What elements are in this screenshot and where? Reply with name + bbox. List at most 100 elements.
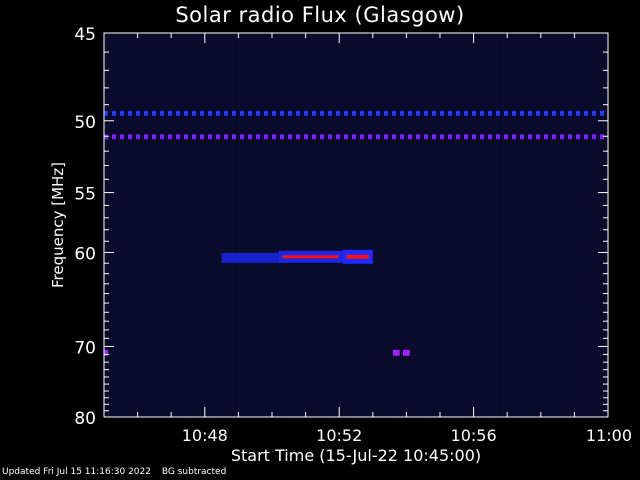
emission-line-segment — [392, 110, 396, 116]
emission-line-segment — [320, 110, 324, 116]
noise-stripe — [575, 33, 576, 417]
emission-line-segment — [232, 110, 236, 116]
emission-line-segment — [552, 110, 556, 116]
emission-line-segment — [216, 134, 220, 140]
noise-stripe — [311, 33, 312, 417]
noise-stripe — [395, 33, 396, 417]
emission-line-segment — [168, 134, 172, 140]
emission-line-segment — [120, 134, 124, 140]
emission-line-segment — [248, 134, 252, 140]
noise-stripe — [323, 33, 324, 417]
emission-line-segment — [504, 134, 508, 140]
emission-line-segment — [208, 110, 212, 116]
emission-line-segment — [312, 134, 316, 140]
noise-stripe — [509, 33, 510, 417]
noise-stripe — [317, 33, 318, 417]
x-tick-label: 10:56 — [451, 426, 497, 445]
noise-stripe — [215, 33, 216, 417]
emission-spot — [393, 349, 400, 356]
emission-line-segment — [280, 110, 284, 116]
emission-line-segment — [592, 134, 596, 140]
emission-line-segment — [152, 110, 156, 116]
emission-line-segment — [560, 134, 564, 140]
emission-line-segment — [584, 110, 588, 116]
burst-core — [282, 255, 339, 259]
updated-timestamp: Updated Fri Jul 15 11:16:30 2022 — [2, 467, 151, 477]
noise-stripe — [347, 33, 348, 417]
emission-line-segment — [128, 134, 132, 140]
noise-stripe — [341, 33, 342, 417]
emission-line-segment — [424, 110, 428, 116]
noise-stripe — [413, 33, 414, 417]
emission-line-segment — [192, 110, 196, 116]
plot-area — [104, 33, 608, 417]
emission-line-segment — [120, 110, 124, 116]
noise-stripe — [167, 33, 168, 417]
noise-stripe — [305, 33, 306, 417]
emission-line-segment — [328, 134, 332, 140]
emission-line-segment — [408, 134, 412, 140]
noise-stripe — [569, 33, 570, 417]
noise-stripe — [377, 33, 378, 417]
emission-line-segment — [144, 134, 148, 140]
noise-stripe — [383, 33, 384, 417]
emission-line-segment — [400, 134, 404, 140]
emission-line-segment — [184, 110, 188, 116]
noise-stripe — [251, 33, 252, 417]
noise-stripe — [155, 33, 156, 417]
emission-line-segment — [448, 110, 452, 116]
emission-line-segment — [536, 134, 540, 140]
emission-line-segment — [240, 110, 244, 116]
emission-line-segment — [576, 110, 580, 116]
noise-stripe — [329, 33, 330, 417]
emission-line-segment — [288, 134, 292, 140]
emission-line-segment — [520, 134, 524, 140]
emission-line-segment — [264, 134, 268, 140]
emission-line-segment — [152, 134, 156, 140]
noise-stripe — [137, 33, 138, 417]
emission-spot — [403, 349, 410, 356]
plot-frame — [103, 32, 609, 418]
emission-line-segment — [176, 134, 180, 140]
y-axis-label: Frequency [MHz] — [49, 162, 67, 288]
noise-stripe — [227, 33, 228, 417]
emission-line-segment — [200, 110, 204, 116]
emission-line-segment — [352, 134, 356, 140]
noise-stripe — [203, 33, 204, 417]
emission-line-segment — [368, 134, 372, 140]
noise-stripe — [527, 33, 528, 417]
emission-line-segment — [336, 110, 340, 116]
emission-line-segment — [552, 134, 556, 140]
noise-stripe — [563, 33, 564, 417]
noise-stripe — [605, 33, 606, 417]
noise-stripe — [503, 33, 504, 417]
noise-stripe — [245, 33, 246, 417]
emission-line-segment — [568, 134, 572, 140]
emission-line-segment — [296, 134, 300, 140]
emission-line-segment — [384, 134, 388, 140]
emission-line-segment — [328, 110, 332, 116]
noise-stripe — [407, 33, 408, 417]
emission-line-segment — [584, 134, 588, 140]
y-tick-label: 45 — [74, 25, 96, 45]
noise-stripe — [143, 33, 144, 417]
y-tick-label: 60 — [74, 244, 96, 264]
noise-stripe — [281, 33, 282, 417]
noise-stripe — [191, 33, 192, 417]
emission-line-segment — [424, 134, 428, 140]
emission-line-segment — [200, 134, 204, 140]
noise-stripe — [479, 33, 480, 417]
bg-note: BG subtracted — [161, 467, 227, 477]
emission-line-segment — [344, 110, 348, 116]
emission-line-segment — [272, 134, 276, 140]
x-tick-label: 10:48 — [182, 426, 228, 445]
noise-stripe — [131, 33, 132, 417]
footer: Updated Fri Jul 15 11:16:30 2022 BG subt… — [2, 467, 234, 477]
emission-line-segment — [416, 110, 420, 116]
emission-line-segment — [104, 134, 108, 140]
emission-line-segment — [432, 134, 436, 140]
emission-line-segment — [216, 110, 220, 116]
noise-stripe — [467, 33, 468, 417]
emission-line-segment — [136, 110, 140, 116]
emission-line-segment — [600, 110, 604, 116]
